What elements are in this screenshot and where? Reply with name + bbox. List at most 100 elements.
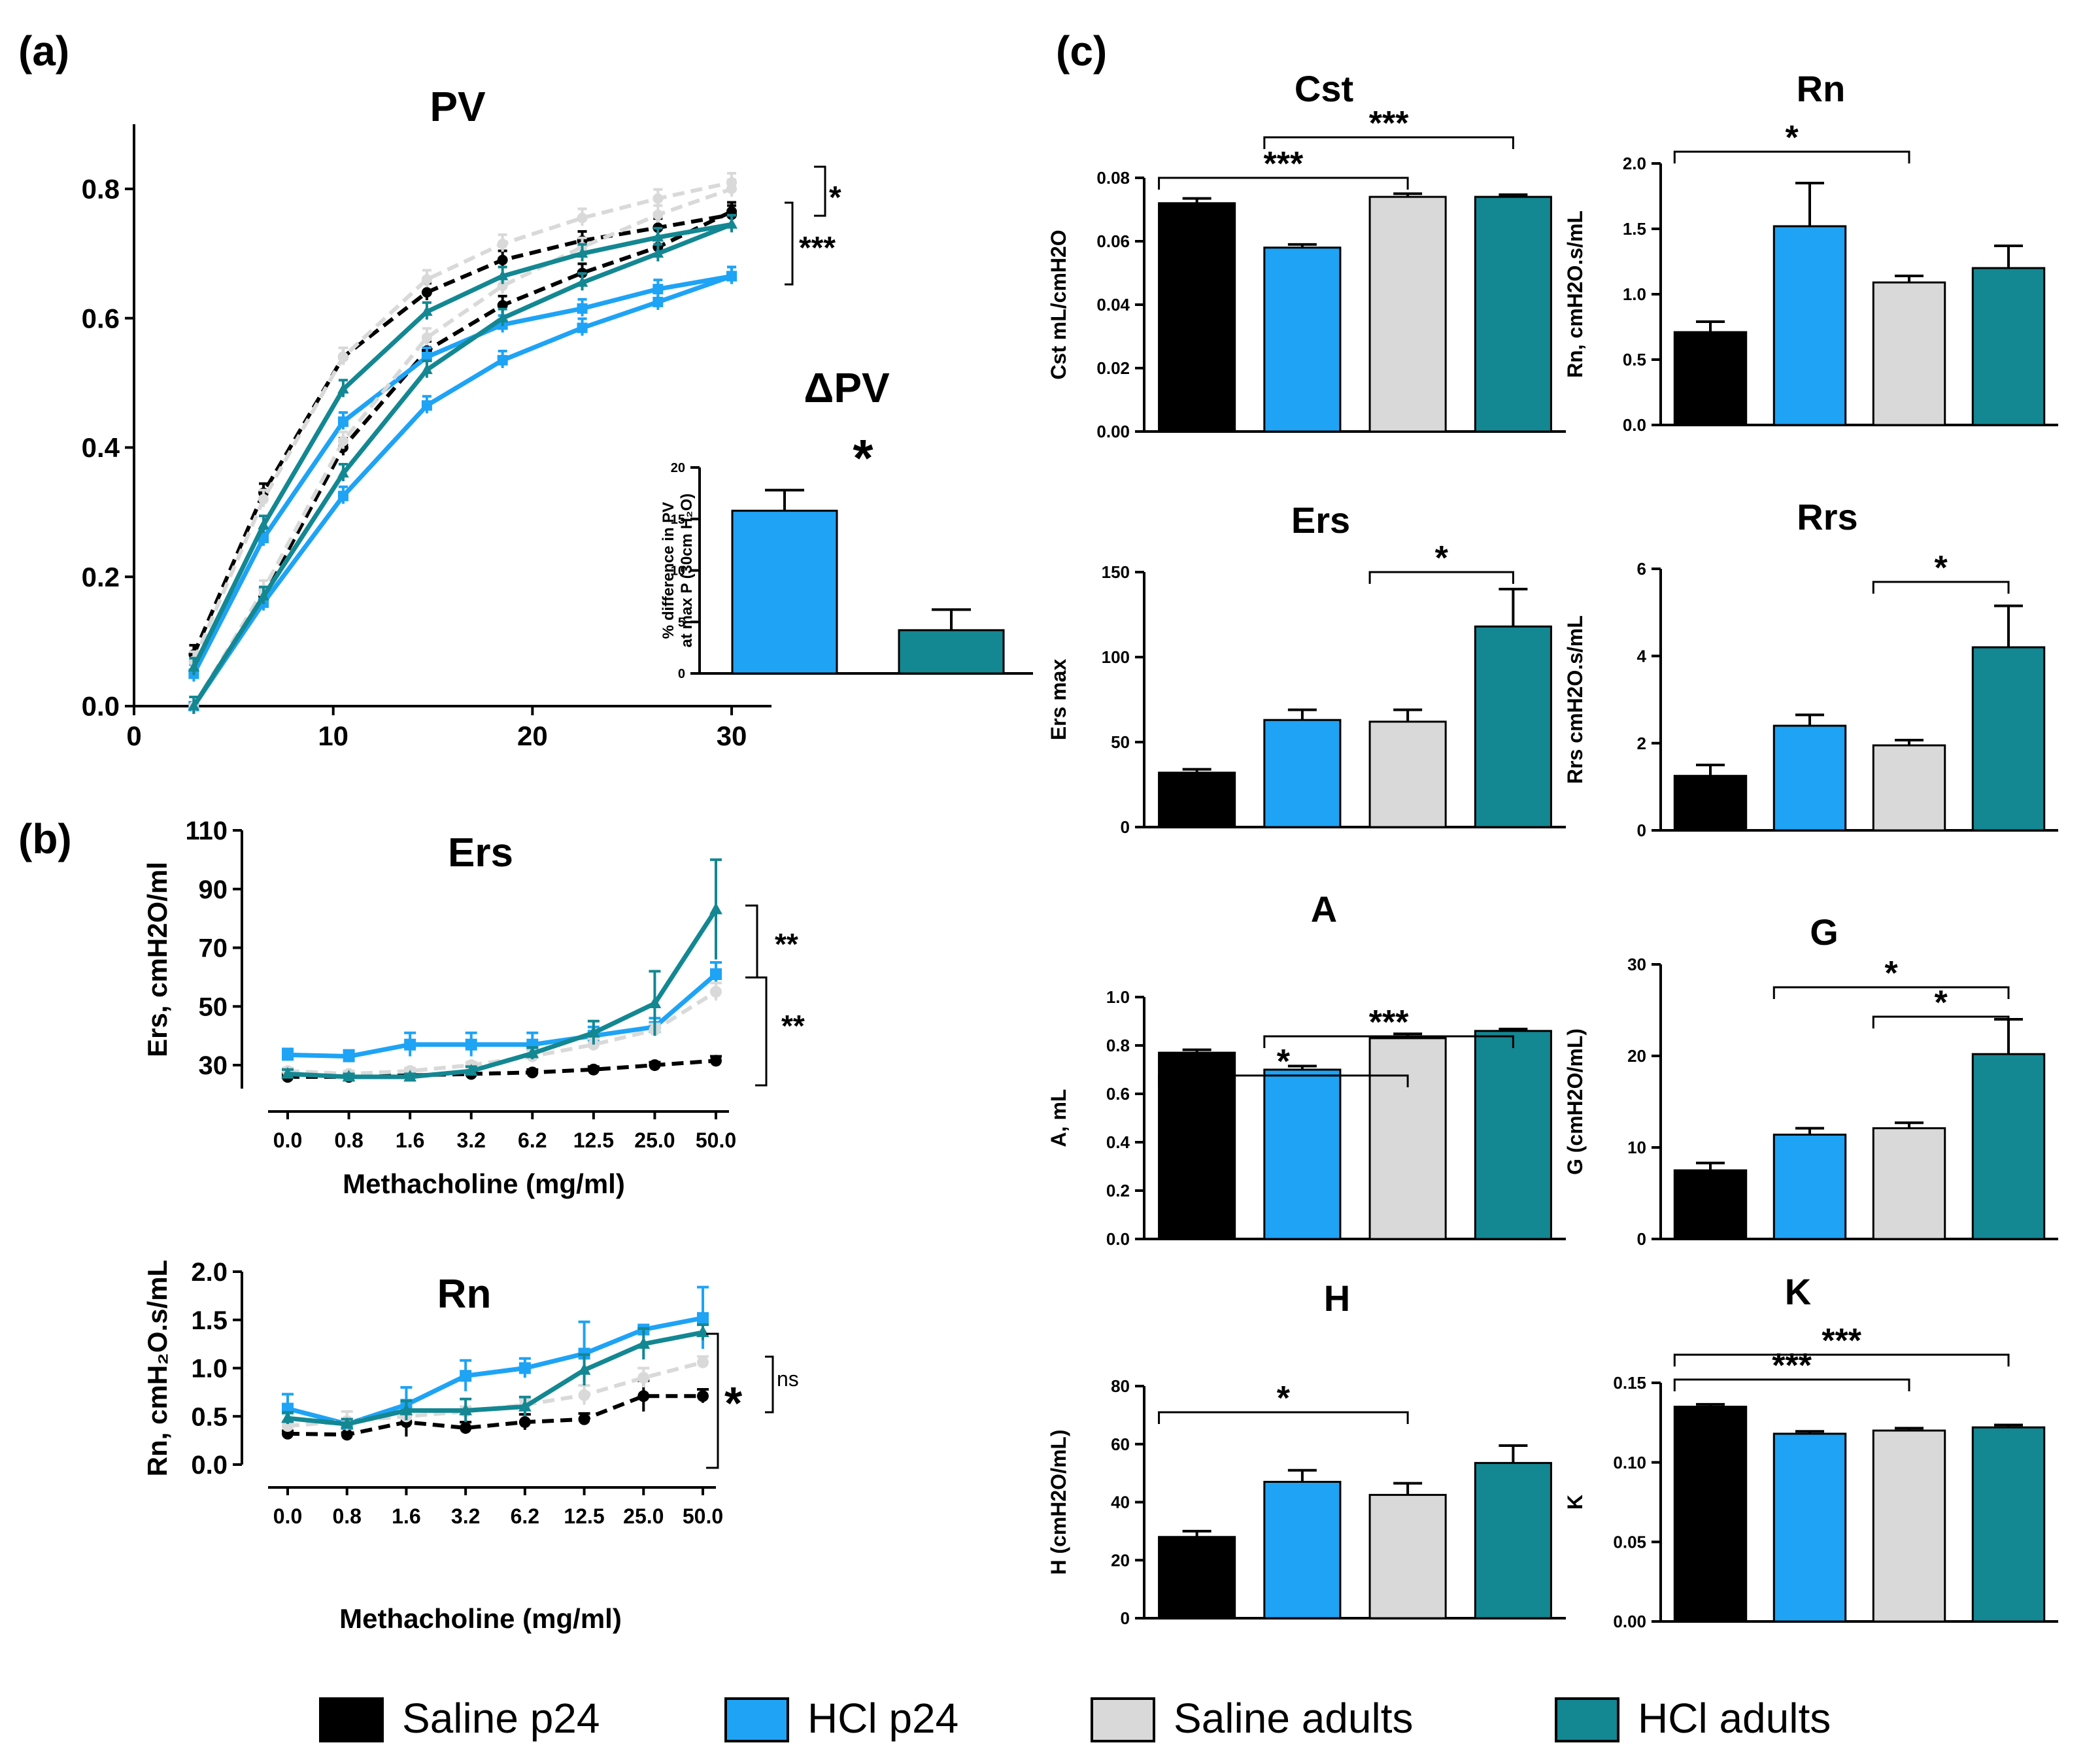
h-y-tick-label: 0 <box>1121 1608 1130 1628</box>
rn_mch-point <box>341 1429 353 1441</box>
dpv-bar <box>731 509 838 675</box>
rn-y-tick-label: 0.0 <box>1623 415 1646 435</box>
pv-point <box>496 312 509 323</box>
cst-y-tick-label: 0.00 <box>1096 422 1130 441</box>
rn_mch-x-tick-label: 0.8 <box>332 1504 361 1528</box>
pv-point <box>653 284 664 295</box>
cst-sig-bracket <box>1263 136 1514 149</box>
rrs-y-tick-label: 6 <box>1637 559 1646 579</box>
pv-y-tick-label: 0.6 <box>82 303 120 333</box>
rrs-sig-label: * <box>1935 549 1948 587</box>
pv-point <box>726 177 737 188</box>
pv-series-line-hcl_adults <box>192 222 732 669</box>
pv-series-line-saline_adults <box>192 180 732 662</box>
pv-point <box>421 274 432 285</box>
pv-sig-label: *** <box>799 231 836 265</box>
dpv-y-tick-label: 15 <box>671 513 685 527</box>
ers_mch-x-tick-label: 25.0 <box>634 1128 675 1152</box>
pv-y-tick-label: 0.8 <box>82 174 120 205</box>
dpv-y-tick-label: 20 <box>671 461 685 475</box>
rn_mch-point <box>697 1390 709 1402</box>
rn_mch-x-tick-label: 1.6 <box>392 1504 420 1528</box>
cst-sig-label: *** <box>1263 145 1303 183</box>
ers_mch-point <box>648 996 662 1009</box>
cst-sig-bracket <box>1158 177 1409 190</box>
a-sig-bracket <box>1263 1035 1514 1048</box>
k-y-tick-label: 0.05 <box>1613 1532 1646 1552</box>
rrs-y-axis-title: Rrs cmH2O.s/mL <box>1563 615 1587 784</box>
ers-bar <box>1158 772 1236 828</box>
rn_mch-point <box>282 1420 294 1432</box>
h-bar <box>1368 1493 1447 1620</box>
g-y-tick-label: 0 <box>1637 1229 1646 1249</box>
pv-point <box>337 467 349 478</box>
rrs-bar <box>1772 724 1847 832</box>
rn_mch-point <box>578 1389 590 1401</box>
cst-y-tick-label: 0.08 <box>1096 168 1130 188</box>
rn-sig-bracket <box>1673 150 1910 163</box>
k-sig-label: *** <box>1822 1322 1861 1360</box>
rn-bar <box>1772 225 1847 426</box>
rn_mch-y-axis-title: Rn, cmH₂O.s/mL <box>142 1260 173 1476</box>
k-bar <box>1673 1406 1748 1623</box>
pv-series-line-saline_adults <box>192 187 733 707</box>
ers_mch-point <box>709 902 722 915</box>
ers_mch-point <box>465 1038 477 1051</box>
ers_mch-series-line-hcl_adults <box>287 908 718 1079</box>
rn_mch-point <box>460 1370 472 1382</box>
ers_mch-point <box>587 1063 600 1076</box>
dpv-y-axis-title-line: % difference in PV <box>660 502 677 639</box>
pv-x-tick-label: 30 <box>717 721 747 751</box>
ers_mch-point <box>710 968 722 980</box>
ers-y-tick-label: 50 <box>1111 732 1130 752</box>
g-title: G <box>1810 911 1839 953</box>
pv-point <box>337 382 349 394</box>
a-bar <box>1368 1037 1447 1240</box>
ers_mch-point <box>464 1064 478 1076</box>
cst-y-tick-label: 0.02 <box>1096 358 1130 378</box>
k-y-tick-label: 0.15 <box>1613 1373 1646 1393</box>
rn_mch-sig-label: ns <box>777 1367 799 1391</box>
pv-point <box>421 364 433 375</box>
a-y-axis-title: A, mL <box>1047 1089 1070 1147</box>
rn_mch-x-tick-label: 12.5 <box>564 1504 604 1528</box>
rn_mch-point <box>637 1390 650 1402</box>
rn_mch-point <box>340 1417 354 1429</box>
legend-label-saline_p24: Saline p24 <box>402 1695 600 1742</box>
ers_mch-y-axis-title: Ers, cmH2O/ml <box>142 862 173 1057</box>
ers_mch-sig-bracket <box>745 904 758 979</box>
ers_mch-point <box>282 1049 294 1061</box>
ers_mch-point <box>649 1059 661 1072</box>
ers_mch-x-tick-label: 12.5 <box>573 1128 614 1152</box>
pv-series-line-saline_p24 <box>192 209 733 707</box>
k-title: K <box>1785 1271 1811 1312</box>
rrs-y-tick-label: 0 <box>1637 821 1646 840</box>
rn_mch-point <box>518 1416 531 1429</box>
rn_mch-point <box>459 1403 473 1416</box>
h-bar <box>1474 1462 1552 1620</box>
pv-point <box>258 590 269 601</box>
rrs-title: Rrs <box>1797 496 1857 537</box>
pv-sig-bracket <box>785 201 794 286</box>
pv-series-line-hcl_adults <box>192 222 733 707</box>
rn-y-tick-label: 2.0 <box>1623 154 1646 173</box>
legend-label-hcl_adults: HCl adults <box>1638 1695 1831 1742</box>
cst-bar <box>1474 195 1552 433</box>
legend: Saline p24 HCl p24 Saline adults HCl adults <box>319 1695 1831 1742</box>
k-bar <box>1872 1429 1946 1623</box>
pv-sig-label: * <box>829 180 841 215</box>
pv-point <box>653 296 664 307</box>
ers-bar <box>1474 625 1552 828</box>
panel-label-b: (b) <box>18 815 72 862</box>
pv-x-tick-label: 20 <box>517 721 548 751</box>
h-bar <box>1158 1536 1236 1620</box>
legend-label-hcl_p24: HCl p24 <box>807 1695 958 1742</box>
a-bar <box>1263 1068 1342 1240</box>
rn_mch-y-tick-label: 0.5 <box>191 1402 228 1431</box>
g-sig-label: * <box>1885 955 1899 992</box>
k-y-axis-title: K <box>1563 1495 1587 1510</box>
k-y-tick-label: 0.10 <box>1613 1453 1646 1472</box>
h-y-tick-label: 60 <box>1111 1434 1130 1454</box>
h-y-tick-label: 20 <box>1111 1550 1130 1570</box>
a-y-tick-label: 0.2 <box>1106 1181 1130 1200</box>
